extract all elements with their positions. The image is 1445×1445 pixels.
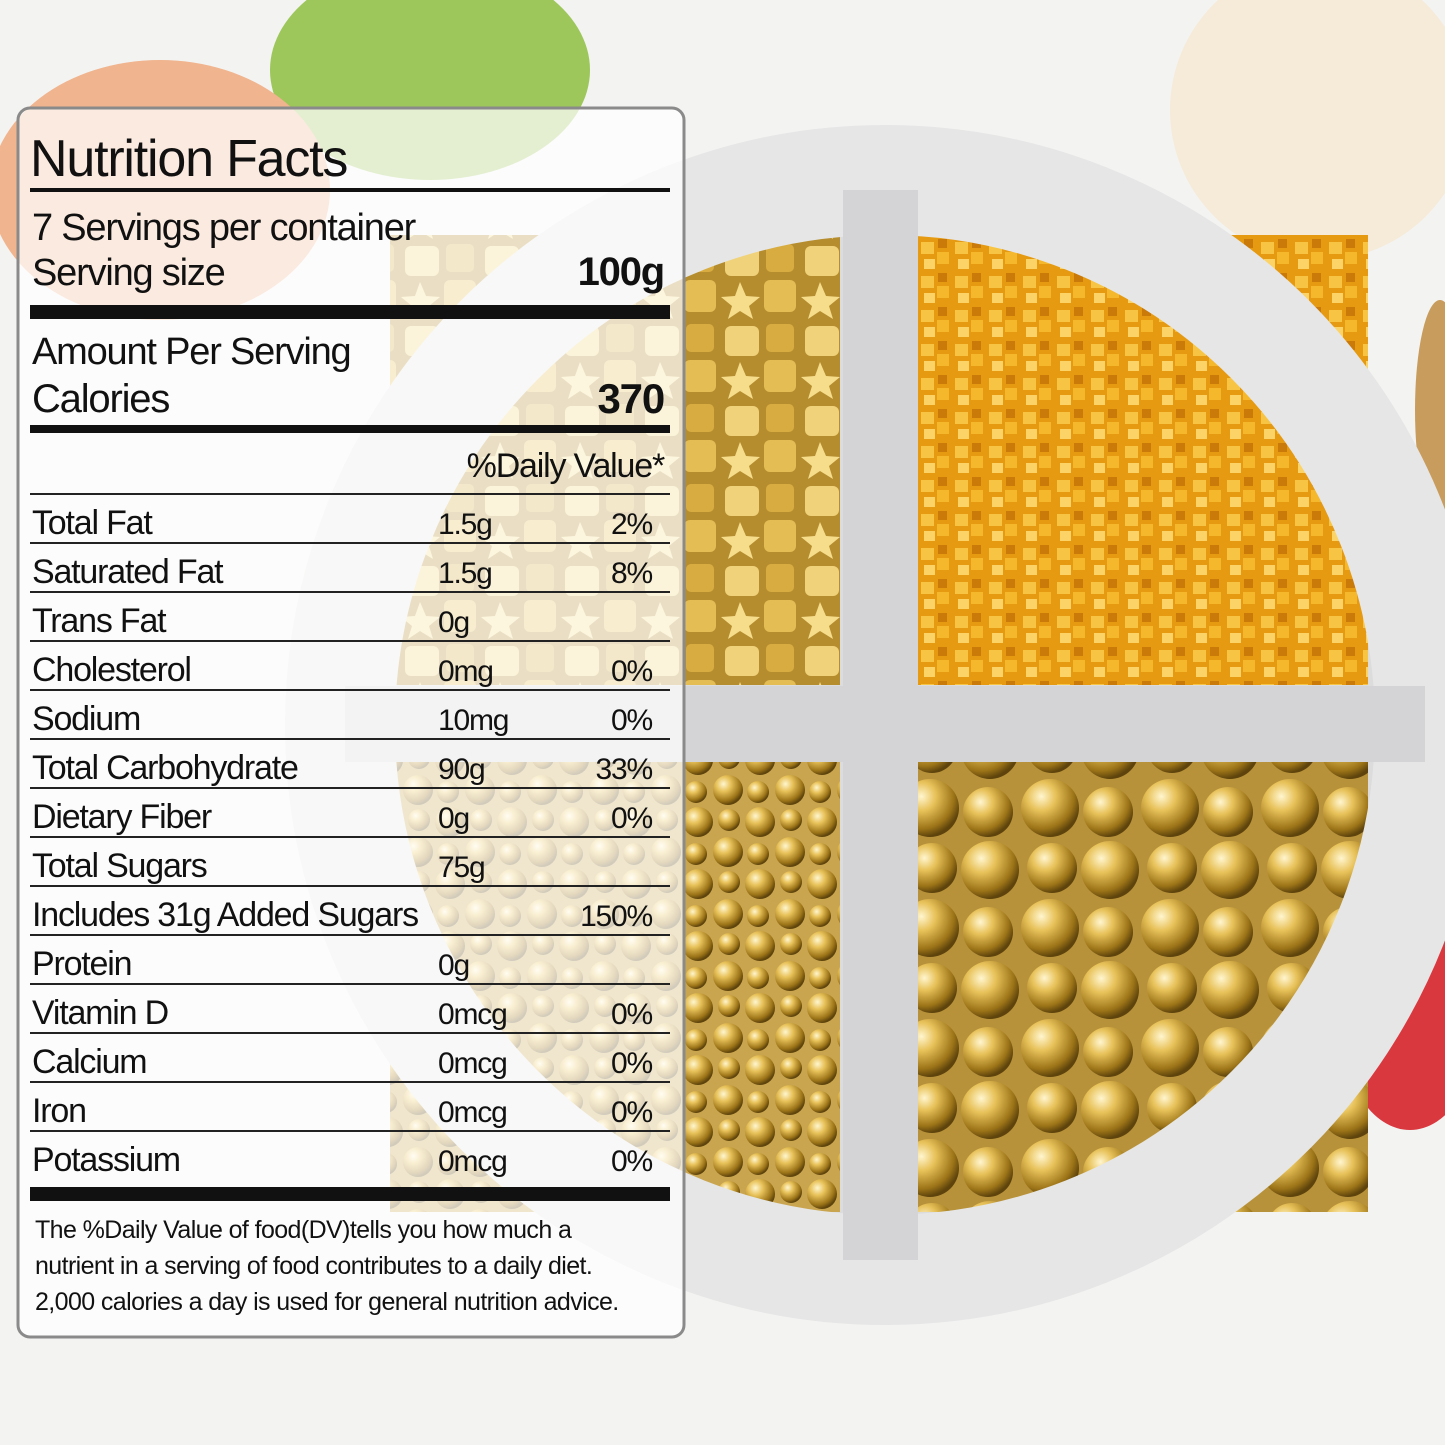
nutrient-dv: 0% <box>611 802 652 835</box>
nutrient-name: Total Sugars <box>32 847 207 885</box>
nutrient-dv: 0% <box>611 704 652 737</box>
nutrient-name: Iron <box>32 1092 86 1130</box>
nutrient-dv: 0% <box>611 998 652 1031</box>
row-rule <box>30 1081 670 1083</box>
rule-medium <box>30 425 670 433</box>
nutrient-amount: 0mg <box>438 655 493 688</box>
nutrient-name: Sodium <box>32 700 140 738</box>
nutrient-amount: 0mcg <box>438 1096 507 1129</box>
nutrient-name: Potassium <box>32 1141 180 1179</box>
nutrient-dv: 0% <box>611 1096 652 1129</box>
dv-header: %Daily Value* <box>467 447 665 485</box>
row-rule <box>30 885 670 887</box>
nutrient-amount: 0mcg <box>438 998 507 1031</box>
footnote-line: nutrient in a serving of food contribute… <box>35 1252 592 1280</box>
cupcake <box>1170 0 1445 260</box>
row-rule <box>30 738 670 740</box>
nutrient-amount: 10mg <box>438 704 508 737</box>
nutrient-amount: 75g <box>438 851 484 884</box>
nutrition-label: Nutrition Facts 7 Servings per container… <box>30 130 670 1316</box>
nutrient-name: Calcium <box>32 1043 146 1081</box>
nutrient-dv: 33% <box>596 753 653 786</box>
nutrient-name: Trans Fat <box>32 602 167 640</box>
amount-per-serving: Amount Per Serving <box>32 331 350 373</box>
nutrient-name: Includes 31g Added Sugars <box>32 896 418 934</box>
nutrient-name: Cholesterol <box>32 651 191 689</box>
calories: 370 <box>598 375 664 422</box>
nutrient-name: Protein <box>32 945 131 983</box>
nutrient-amount: 1.5g <box>438 508 492 541</box>
nutrient-dv: 0% <box>611 1145 652 1178</box>
serving-size-label: Serving size <box>32 252 225 294</box>
nutrient-amount: 0g <box>438 606 469 639</box>
nutrient-amount: 90g <box>438 753 484 786</box>
row-rule <box>30 493 670 495</box>
nutrient-amount: 0mcg <box>438 1047 507 1080</box>
row-rule <box>30 591 670 593</box>
servings: 7 Servings per container <box>32 207 417 249</box>
nutrient-name: Total Fat <box>32 504 153 542</box>
nutrient-dv: 0% <box>611 655 652 688</box>
rule <box>30 188 670 192</box>
footnote-line: 2,000 calories a day is used for general… <box>35 1288 619 1316</box>
row-rule <box>30 983 670 985</box>
nutrient-dv: 150% <box>580 900 652 933</box>
nutrient-dv: 0% <box>611 1047 652 1080</box>
row-rule <box>30 1032 670 1034</box>
nutrient-amount: 0g <box>438 802 469 835</box>
nutrient-name: Vitamin D <box>32 994 168 1032</box>
rule-thick <box>30 1187 670 1201</box>
calories-label: Calories <box>32 377 169 421</box>
nutrient-amount: 0mcg <box>438 1145 507 1178</box>
row-rule <box>30 689 670 691</box>
row-rule <box>30 787 670 789</box>
row-rule <box>30 934 670 936</box>
row-rule <box>30 542 670 544</box>
footnote-line: The %Daily Value of food(DV)tells you ho… <box>35 1216 572 1244</box>
nutrient-name: Total Carbohydrate <box>32 749 298 787</box>
title: Nutrition Facts <box>30 130 347 188</box>
nutrient-dv: 2% <box>611 508 652 541</box>
row-rule <box>30 1130 670 1132</box>
row-rule <box>30 640 670 642</box>
nutrient-name: Dietary Fiber <box>32 798 212 836</box>
label-panel <box>16 106 686 1339</box>
rule-thick <box>30 305 670 319</box>
nutrient-amount: 0g <box>438 949 469 982</box>
serving-size: 100g <box>578 250 664 294</box>
row-rule <box>30 836 670 838</box>
nutrient-name: Saturated Fat <box>32 553 224 591</box>
nutrient-dv: 8% <box>611 557 652 590</box>
nutrient-amount: 1.5g <box>438 557 492 590</box>
